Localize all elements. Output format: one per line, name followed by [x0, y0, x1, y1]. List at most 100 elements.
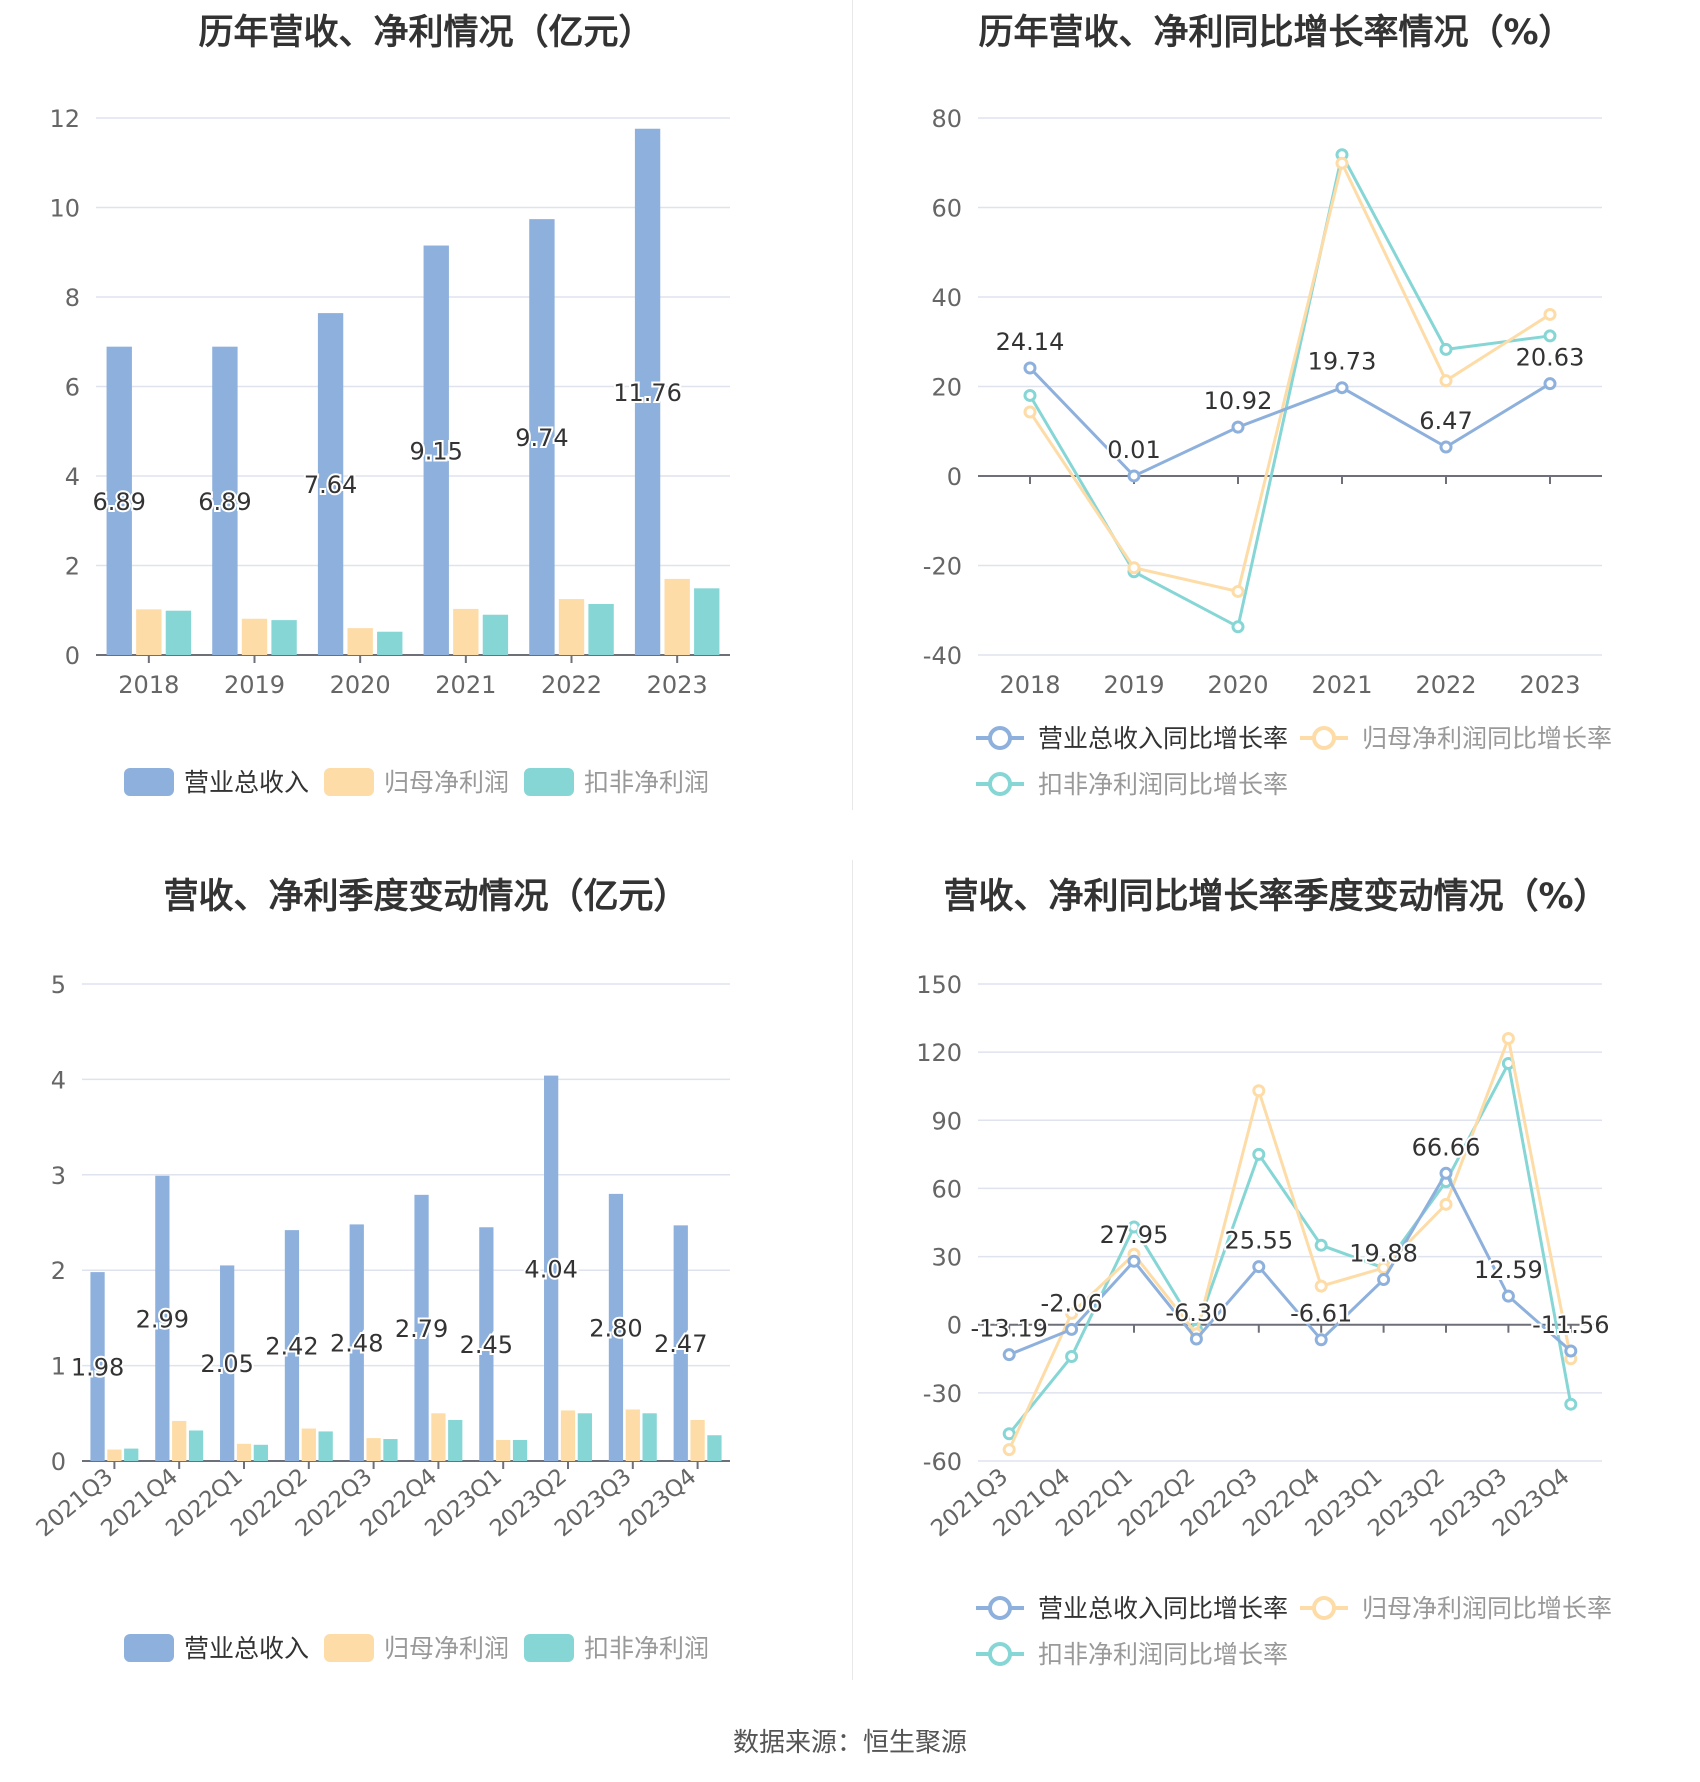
quarter-growth-chart: -60-3003060901201502021Q32021Q42022Q1202…: [916, 971, 1612, 1669]
bar: [694, 588, 720, 655]
series-line: [1028, 158, 1551, 594]
legend-swatch: [124, 768, 174, 796]
y-tick-label: 0: [65, 642, 80, 670]
x-tick-label: 2022: [1415, 671, 1476, 699]
legend-label: 营业总收入: [184, 1634, 309, 1663]
data-label: 7.64: [304, 471, 357, 499]
data-point: [1314, 1333, 1328, 1347]
bar: [673, 1225, 688, 1461]
x-tick-label: 2019: [224, 671, 285, 699]
y-tick-label: 90: [931, 1107, 962, 1135]
legend-swatch: [1312, 1596, 1336, 1620]
bar: [284, 1230, 300, 1461]
data-point: [1439, 440, 1453, 454]
data-source: 数据来源：恒生聚源: [732, 1728, 967, 1758]
legend-swatch: [324, 1634, 374, 1662]
x-tick-label: 2023: [647, 671, 708, 699]
data-label: -11.56: [1532, 1311, 1609, 1339]
bar: [690, 1419, 705, 1461]
data-point: [1377, 1261, 1391, 1275]
y-tick-label: 150: [916, 971, 962, 999]
bar: [301, 1428, 316, 1461]
data-point: [1335, 381, 1349, 395]
data-label: 1.98: [71, 1354, 124, 1382]
y-tick-label: 8: [65, 284, 80, 312]
y-tick-label: -40: [923, 642, 962, 670]
data-point: [1543, 377, 1557, 391]
bar: [577, 1413, 592, 1461]
data-point: [1002, 1443, 1016, 1457]
bar: [188, 1430, 204, 1461]
bar: [317, 313, 344, 655]
bar: [106, 346, 132, 655]
bar: [241, 618, 268, 655]
data-label: -13.19: [971, 1315, 1048, 1343]
bar: [642, 1413, 657, 1461]
data-label: 2.99: [136, 1305, 189, 1333]
data-label: 2.05: [200, 1350, 253, 1378]
y-tick-label: 4: [51, 1066, 66, 1094]
legend-swatch: [1312, 726, 1336, 750]
bar: [383, 1439, 398, 1461]
data-label: 25.55: [1224, 1227, 1293, 1255]
bar: [253, 1444, 268, 1461]
bar: [512, 1440, 528, 1461]
y-tick-label: 120: [916, 1039, 962, 1067]
data-point: [1127, 561, 1141, 575]
x-tick-label: 2023: [1519, 671, 1580, 699]
y-tick-label: 30: [931, 1244, 962, 1272]
bar: [431, 1413, 446, 1461]
panel-divider: [852, 0, 853, 810]
data-point: [1231, 420, 1245, 434]
data-point: [1065, 1350, 1079, 1364]
data-point: [1564, 1397, 1578, 1411]
data-label: 6.47: [1419, 407, 1472, 435]
data-label: -6.30: [1165, 1299, 1227, 1327]
data-point: [1439, 1197, 1453, 1211]
y-tick-label: 0: [947, 1312, 962, 1340]
legend-label: 归母净利润同比增长率: [1362, 724, 1612, 753]
chart-title: 营收、净利季度变动情况（亿元）: [163, 877, 689, 917]
bar: [318, 1431, 333, 1461]
bar: [664, 578, 690, 655]
annual-values-chart: 0 2 4 6 8 10 12 2018 2019 2020 2021 2022 2023 6.89 6.8…: [49, 105, 730, 797]
bar: [212, 346, 238, 655]
y-tick-label: 5: [51, 971, 66, 999]
legend-swatch: [524, 1634, 574, 1662]
y-tick-label: 3: [51, 1162, 66, 1190]
bar: [529, 219, 555, 655]
data-point: [1065, 1306, 1079, 1320]
y-tick-label: -30: [923, 1380, 962, 1408]
chart-title: 历年营收、净利同比增长率情况（%）: [978, 13, 1574, 53]
data-label: 2.45: [460, 1331, 513, 1359]
data-point: [1439, 1166, 1453, 1180]
bar: [377, 631, 403, 655]
legend-swatch: [988, 772, 1012, 796]
data-point: [1189, 1332, 1203, 1346]
bar: [558, 599, 585, 655]
legend-label: 归母净利润: [384, 1634, 509, 1663]
data-label: 20.63: [1516, 344, 1585, 372]
bar: [707, 1435, 722, 1461]
data-point: [1127, 1220, 1141, 1234]
data-label: 9.74: [515, 424, 568, 452]
bar: [423, 245, 449, 655]
y-tick-label: 60: [931, 1175, 962, 1203]
bar: [625, 1409, 640, 1461]
data-point: [1002, 1348, 1016, 1362]
x-tick-label: 2019: [1103, 671, 1164, 699]
legend-swatch: [324, 768, 374, 796]
y-tick-label: 6: [65, 374, 80, 402]
data-point: [1252, 1260, 1266, 1274]
legend-swatch: [524, 768, 574, 796]
bar: [482, 614, 509, 655]
bar: [414, 1194, 429, 1461]
data-label: 2.79: [395, 1315, 448, 1343]
data-point: [1127, 469, 1141, 483]
series-line: [1007, 1033, 1573, 1451]
legend-label: 扣非净利润: [584, 768, 709, 797]
data-point: [1439, 342, 1453, 356]
data-label: -6.61: [1290, 1300, 1352, 1328]
chart-title: 营收、净利同比增长率季度变动情况（%）: [943, 877, 1609, 917]
bar: [124, 1448, 139, 1461]
